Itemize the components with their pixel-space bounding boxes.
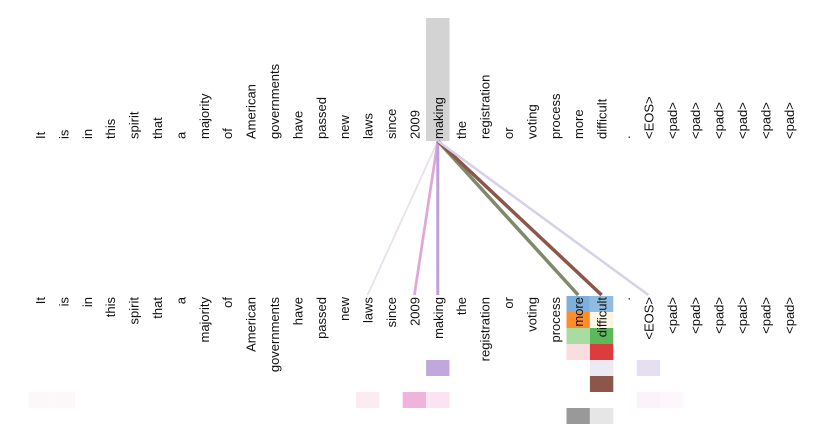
query-token[interactable]: <pad>	[665, 102, 680, 139]
query-token[interactable]: of	[220, 128, 235, 139]
key-token[interactable]: passed	[314, 297, 329, 339]
key-token[interactable]: <pad>	[735, 297, 750, 334]
key-token[interactable]: process	[548, 297, 563, 343]
query-token[interactable]: registration	[478, 75, 493, 139]
head-blocks	[28, 296, 684, 424]
key-token[interactable]: making	[431, 297, 446, 339]
query-token[interactable]: American	[244, 84, 259, 139]
key-token[interactable]: in	[80, 297, 95, 307]
head-block	[636, 392, 661, 408]
head-block	[636, 360, 661, 376]
query-token[interactable]: voting	[524, 104, 539, 139]
query-token[interactable]: since	[384, 109, 399, 139]
key-token[interactable]: <pad>	[712, 297, 727, 334]
key-token[interactable]: of	[220, 297, 235, 308]
query-token[interactable]: a	[173, 131, 188, 139]
key-token[interactable]: <pad>	[782, 297, 797, 334]
query-token[interactable]: passed	[314, 97, 329, 139]
query-token[interactable]: <EOS>	[641, 96, 656, 139]
key-token[interactable]: registration	[478, 297, 493, 361]
attention-link	[437, 139, 650, 297]
query-token[interactable]: or	[501, 127, 516, 139]
head-block	[589, 344, 614, 360]
head-block	[660, 392, 684, 408]
key-token[interactable]: since	[384, 297, 399, 327]
key-token[interactable]: spirit	[127, 297, 142, 325]
query-token[interactable]: <pad>	[712, 102, 727, 139]
head-block	[426, 392, 450, 408]
key-token[interactable]: this	[103, 297, 118, 318]
head-block	[355, 392, 380, 408]
selected-token-highlight	[426, 18, 450, 141]
attention-link	[413, 140, 440, 296]
attention-link	[436, 139, 580, 297]
query-token[interactable]: the	[454, 121, 469, 139]
head-block	[402, 392, 427, 408]
query-token[interactable]: majority	[197, 93, 212, 139]
key-token[interactable]: <EOS>	[641, 297, 656, 340]
head-block	[566, 408, 590, 424]
query-token[interactable]: governments	[267, 63, 282, 139]
head-block	[28, 392, 52, 408]
query-token[interactable]: laws	[361, 112, 376, 139]
query-token[interactable]: process	[548, 93, 563, 139]
key-token[interactable]: that	[150, 297, 165, 319]
key-token[interactable]: It	[33, 297, 48, 305]
head-block	[589, 312, 614, 328]
key-token[interactable]: laws	[361, 297, 376, 324]
key-token[interactable]: the	[454, 297, 469, 315]
query-token[interactable]: 2009	[407, 110, 422, 139]
query-token[interactable]: <pad>	[688, 102, 703, 139]
query-token[interactable]: that	[150, 117, 165, 139]
attention-link	[366, 140, 439, 296]
query-token[interactable]: have	[290, 111, 305, 139]
selected-token-box[interactable]	[426, 18, 450, 141]
query-token[interactable]: new	[337, 115, 352, 139]
key-token[interactable]: majority	[197, 297, 212, 343]
head-block	[51, 392, 76, 408]
key-token[interactable]: governments	[267, 297, 282, 373]
key-token[interactable]: or	[501, 296, 516, 308]
key-token[interactable]: American	[244, 297, 259, 352]
head-block	[589, 328, 614, 344]
head-block	[566, 296, 590, 312]
key-token[interactable]: .	[618, 297, 633, 301]
key-token[interactable]: <pad>	[665, 297, 680, 334]
query-token[interactable]: <pad>	[758, 102, 773, 139]
query-token[interactable]: more	[571, 109, 586, 139]
key-token[interactable]: have	[290, 297, 305, 325]
key-token[interactable]: more	[571, 297, 586, 327]
head-block	[589, 408, 614, 424]
query-token[interactable]: spirit	[127, 111, 142, 139]
head-block	[566, 344, 590, 360]
query-token[interactable]: is	[56, 129, 71, 139]
key-token[interactable]: <pad>	[758, 297, 773, 334]
head-block	[566, 328, 590, 344]
head-block	[589, 360, 614, 376]
query-token[interactable]: making	[431, 97, 446, 139]
query-token[interactable]: <pad>	[782, 102, 797, 139]
head-block	[589, 376, 614, 392]
key-tokens: It is in this spirit that a majority of American g…	[33, 296, 797, 372]
attention-links	[366, 139, 650, 297]
key-token[interactable]: voting	[524, 297, 539, 332]
query-token[interactable]: in	[80, 129, 95, 139]
key-token[interactable]: 2009	[407, 297, 422, 326]
key-token[interactable]: difficult	[595, 297, 610, 338]
key-token[interactable]: <pad>	[688, 297, 703, 334]
query-token[interactable]: It	[33, 131, 48, 139]
attention-link	[436, 139, 603, 297]
head-block	[589, 296, 614, 312]
head-block	[426, 360, 450, 376]
key-token[interactable]: is	[56, 297, 71, 307]
key-token[interactable]: a	[173, 296, 188, 304]
query-tokens: It is in this spirit that a majority of American g…	[33, 63, 797, 139]
query-token[interactable]: <pad>	[735, 102, 750, 139]
query-token[interactable]: .	[618, 135, 633, 139]
head-block	[566, 312, 590, 328]
query-token[interactable]: difficult	[595, 98, 610, 139]
key-token[interactable]: new	[337, 296, 352, 320]
query-token[interactable]: this	[103, 118, 118, 139]
